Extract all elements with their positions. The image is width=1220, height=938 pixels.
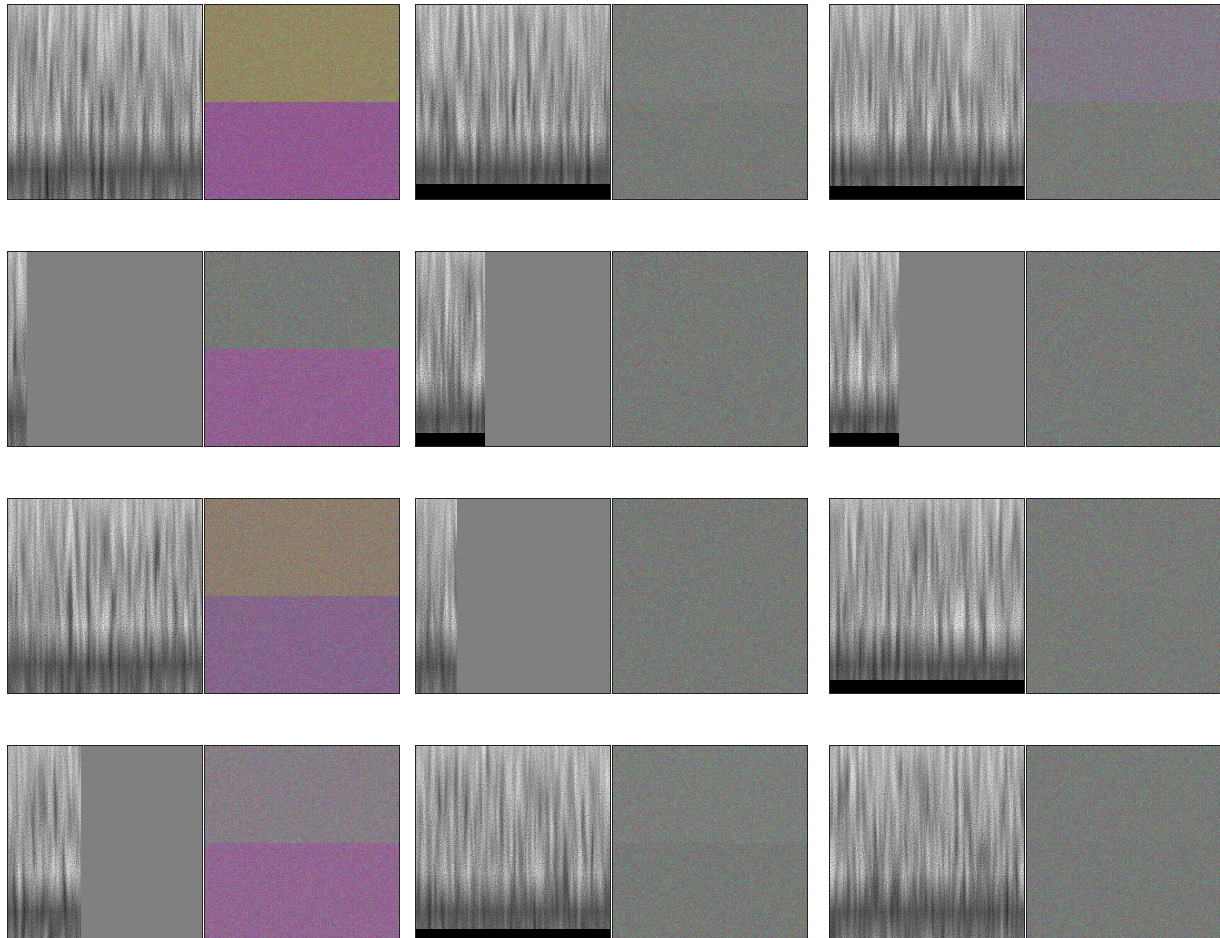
tint-bottom	[204, 596, 400, 694]
tint-bottom	[612, 596, 808, 694]
generated-image	[1026, 498, 1220, 694]
tint-top	[1026, 4, 1220, 102]
image-pair	[829, 251, 1220, 447]
tint-bottom	[1026, 349, 1220, 447]
image-pair	[415, 498, 808, 694]
tint-top	[1026, 745, 1220, 843]
generated-image	[612, 251, 808, 447]
spectrogram	[7, 745, 203, 938]
generated-image	[1026, 745, 1220, 938]
spectrogram-shade	[415, 745, 611, 938]
spectrogram-shade	[415, 498, 457, 694]
spectrogram-shade	[415, 251, 485, 447]
image-pair	[7, 745, 400, 938]
page: (() => { const data = JSON.parse(documen…	[0, 0, 1220, 938]
tint-top	[612, 498, 808, 596]
spectrogram-shade	[829, 498, 1025, 694]
tint-top	[204, 4, 400, 102]
tint-top	[204, 745, 400, 843]
tint-bottom	[1026, 596, 1220, 694]
image-pair	[415, 4, 808, 200]
padding-band	[415, 929, 611, 938]
spectrogram	[829, 498, 1025, 694]
tint-bottom	[1026, 102, 1220, 200]
generated-image	[612, 498, 808, 694]
tint-bottom	[1026, 843, 1220, 938]
padding-band	[829, 186, 1025, 200]
generated-image	[612, 745, 808, 938]
spectrogram	[415, 4, 611, 200]
generated-image	[204, 251, 400, 447]
spectrogram	[829, 745, 1025, 938]
image-pair	[7, 498, 400, 694]
spectrogram-shade	[829, 4, 1025, 200]
tint-top	[1026, 498, 1220, 596]
tint-top	[612, 745, 808, 843]
generated-image	[612, 4, 808, 200]
tint-bottom	[612, 102, 808, 200]
spectrogram	[829, 4, 1025, 200]
tint-bottom	[612, 843, 808, 938]
spectrogram-shade	[7, 745, 81, 938]
image-pair	[829, 745, 1220, 938]
image-pair	[415, 745, 808, 938]
spectrogram	[829, 251, 1025, 447]
image-pair	[415, 251, 808, 447]
generated-image	[204, 745, 400, 938]
tint-bottom	[204, 102, 400, 200]
tint-top	[612, 251, 808, 349]
spectrogram-shade	[415, 4, 611, 200]
tint-bottom	[612, 349, 808, 447]
spectrogram	[7, 4, 203, 200]
tint-bottom	[204, 349, 400, 447]
image-pair	[7, 251, 400, 447]
spectrogram	[415, 745, 611, 938]
spectrogram-shade	[7, 498, 203, 694]
padding-band	[415, 433, 485, 447]
spectrogram-shade	[7, 4, 203, 200]
spectrogram-shade	[829, 251, 899, 447]
spectrogram	[7, 498, 203, 694]
image-grid	[0, 0, 1220, 938]
generated-image	[1026, 251, 1220, 447]
padding-band	[415, 184, 611, 200]
tint-bottom	[204, 843, 400, 938]
image-pair	[7, 4, 400, 200]
spectrogram	[415, 251, 611, 447]
tint-top	[204, 498, 400, 596]
spectrogram	[7, 251, 203, 447]
background	[7, 251, 203, 447]
padding-band	[829, 680, 1025, 694]
spectrogram-shade	[829, 745, 1025, 938]
generated-image	[1026, 4, 1220, 200]
tint-top	[1026, 251, 1220, 349]
spectrogram-shade	[7, 251, 27, 447]
image-pair	[829, 498, 1220, 694]
generated-image	[204, 4, 400, 200]
tint-top	[204, 251, 400, 349]
generated-image	[204, 498, 400, 694]
tint-top	[612, 4, 808, 102]
image-pair	[829, 4, 1220, 200]
spectrogram	[415, 498, 611, 694]
padding-band	[829, 433, 899, 447]
